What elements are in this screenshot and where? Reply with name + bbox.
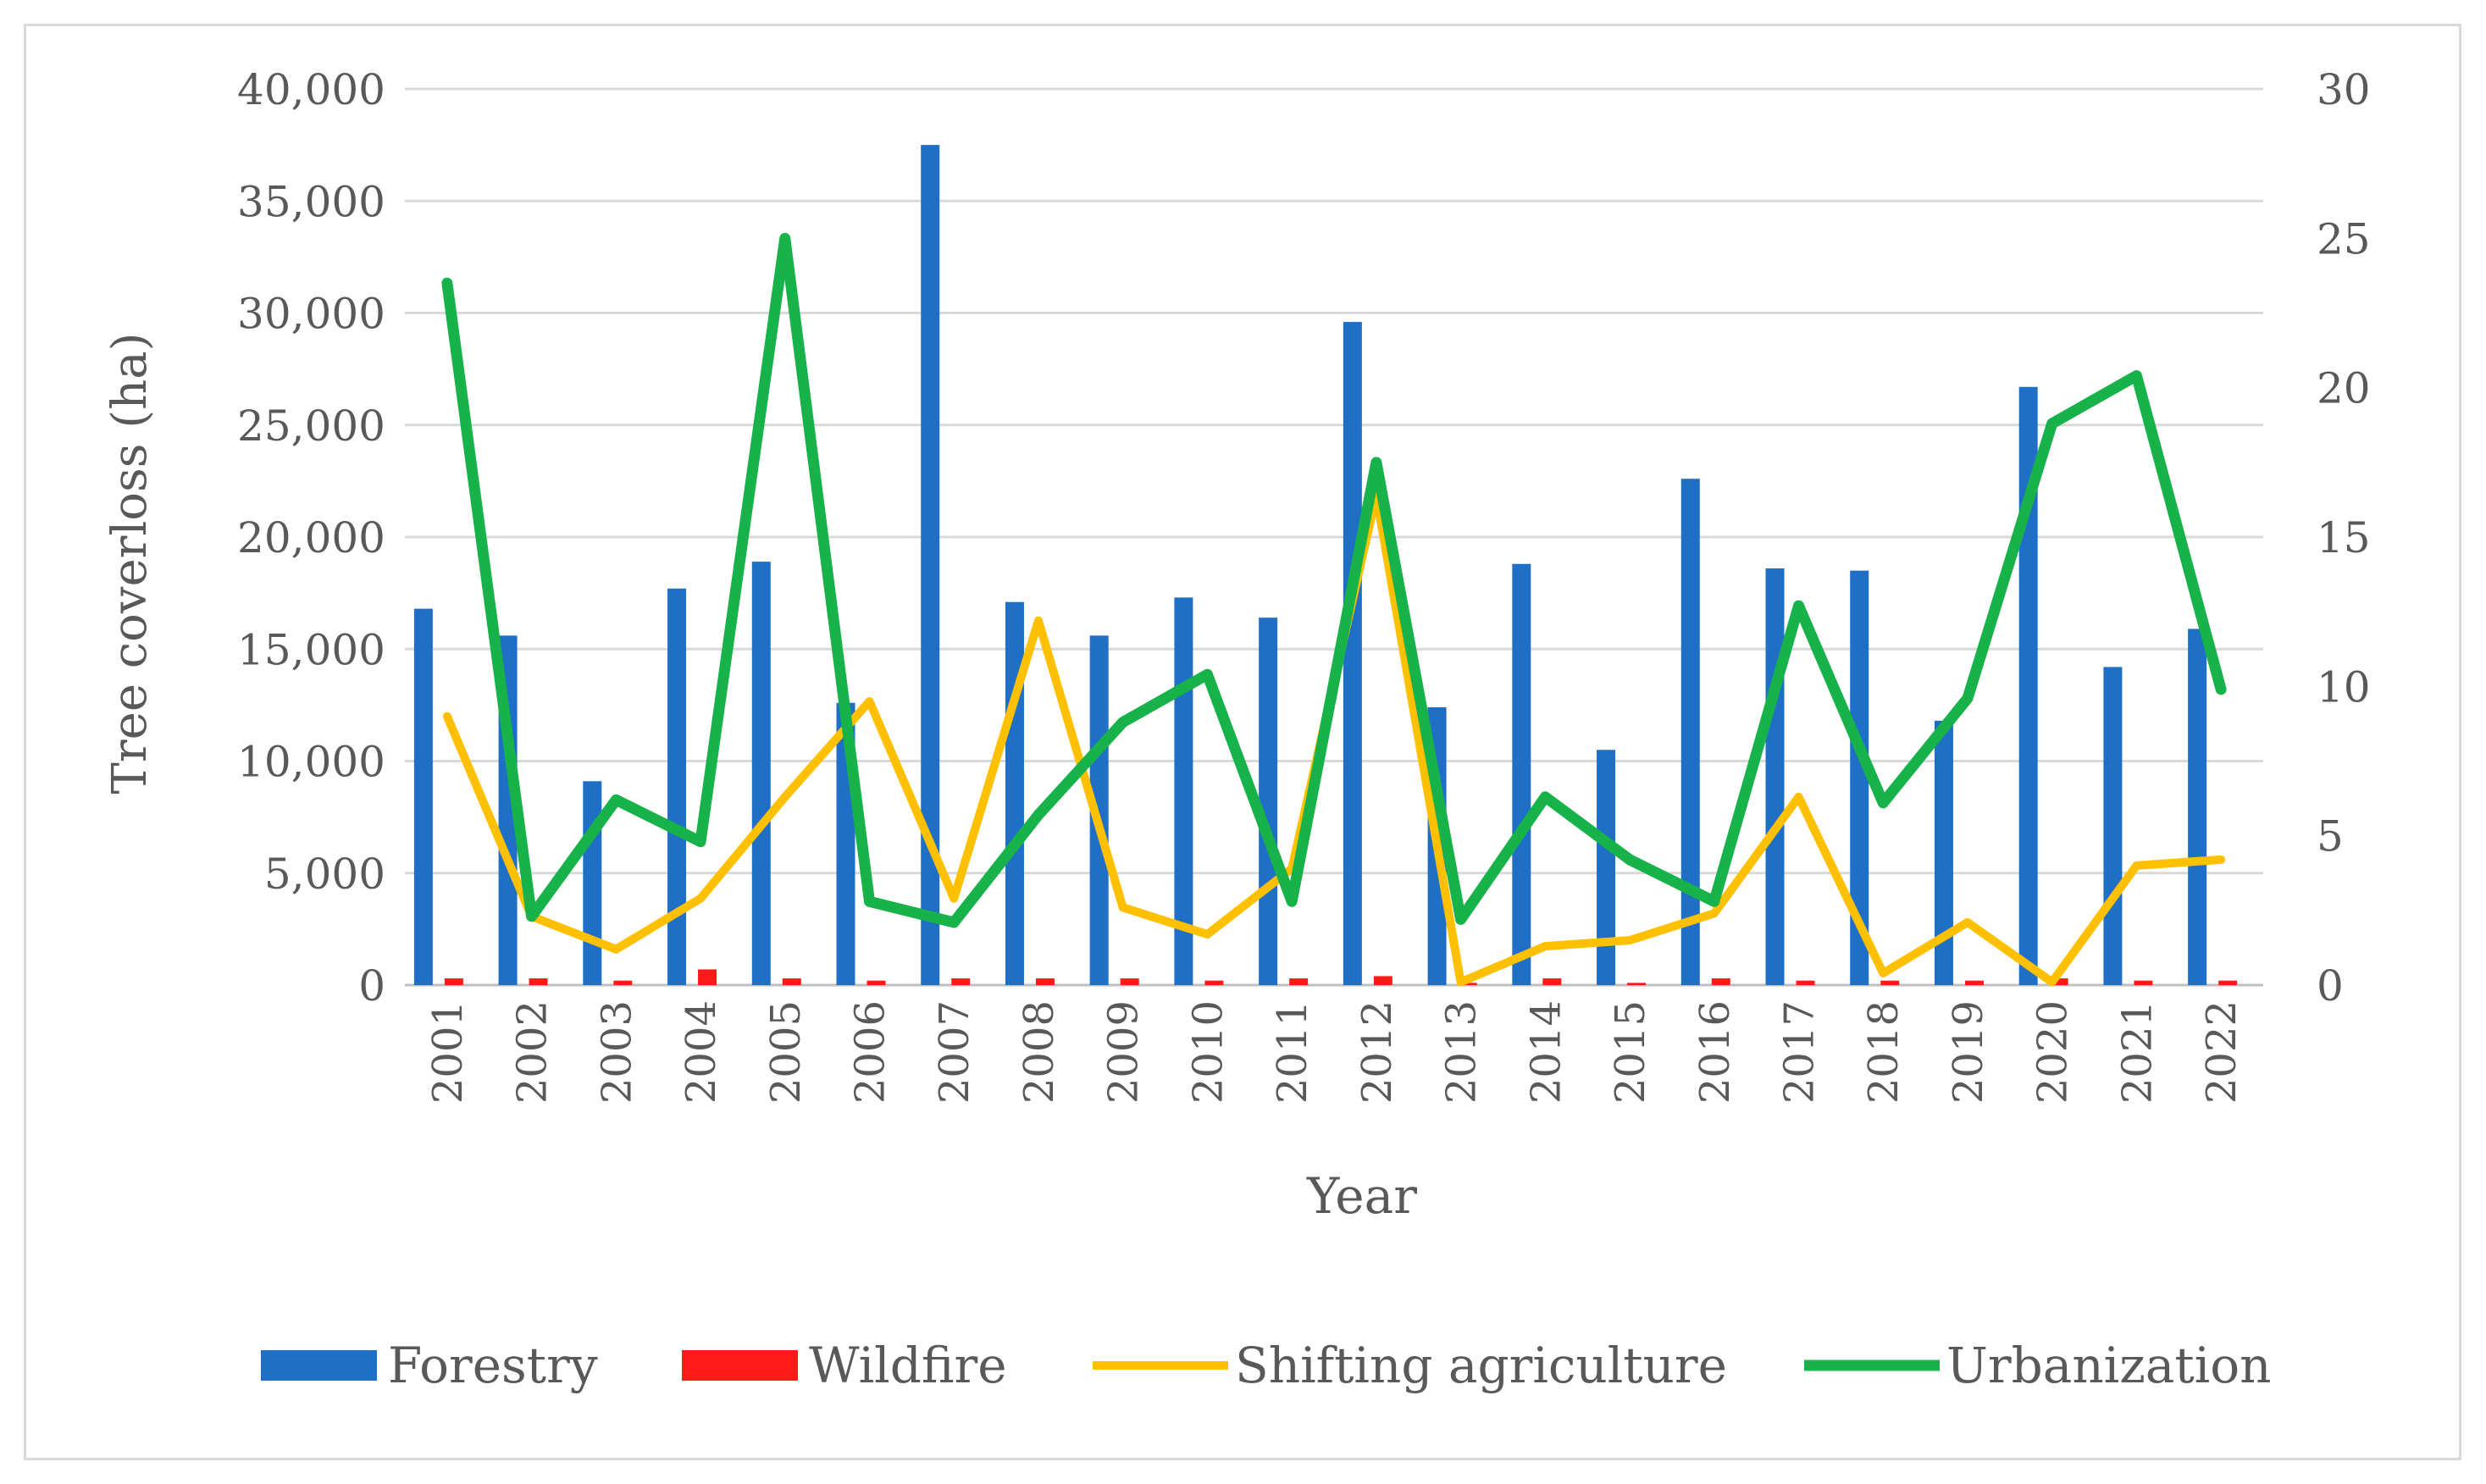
y2-tick-label: 20 [2317, 364, 2371, 413]
x-tick-label: 2002 [509, 1000, 556, 1104]
legend-label-forestry: Forestry [388, 1337, 598, 1394]
bar-wildfire [1120, 978, 1139, 985]
x-tick-label: 2017 [1776, 1000, 1824, 1104]
bar-wildfire [1458, 983, 1477, 985]
y-tick-label: 35,000 [237, 177, 385, 226]
bar-forestry [1259, 617, 1278, 985]
bar-wildfire [2218, 980, 2238, 985]
x-tick-label: 2007 [931, 1000, 978, 1104]
x-tick-label: 2005 [762, 1000, 810, 1104]
x-tick-label: 2022 [2198, 1000, 2245, 1104]
x-tick-label: 2006 [847, 1000, 894, 1104]
bar-forestry [1343, 322, 1362, 986]
y-axis-left-ticks: 0 5,000 10,000 15,000 20,000 25,000 30,000 35,0… [237, 65, 385, 1011]
y2-tick-label: 25 [2317, 214, 2371, 263]
x-tick-label: 2009 [1100, 1000, 1148, 1104]
bar-wildfire [1035, 978, 1055, 985]
y2-tick-label: 5 [2317, 812, 2344, 861]
x-tick-label: 2018 [1860, 1000, 1907, 1104]
bar-forestry [2188, 628, 2207, 985]
y-tick-label: 15,000 [237, 625, 385, 674]
bar-wildfire [1204, 980, 1224, 985]
bar-forestry [2103, 667, 2123, 985]
y2-tick-label: 0 [2317, 961, 2344, 1011]
bar-wildfire [1711, 978, 1730, 985]
y-tick-label: 20,000 [237, 513, 385, 562]
bar-forestry [751, 562, 771, 985]
bar-forestry [583, 781, 602, 985]
bar-forestry [1765, 568, 1785, 985]
y-axis-label: Tree coverloss (ha) [102, 333, 158, 795]
y-tick-label: 0 [358, 961, 385, 1011]
legend-label-urbanization: Urbanization [1946, 1337, 2272, 1394]
bar-wildfire [698, 969, 717, 985]
x-tick-label: 2021 [2113, 1000, 2161, 1104]
bar-wildfire [951, 978, 971, 985]
legend-label-wildfire: Wildfire [809, 1337, 1007, 1394]
bar-wildfire [529, 978, 548, 985]
x-tick-label: 2010 [1184, 1000, 1232, 1104]
bar-wildfire [867, 980, 886, 985]
bar-forestry [1934, 720, 1953, 985]
bar-forestry [667, 588, 687, 985]
bar-wildfire [1964, 980, 1984, 985]
bars [413, 145, 2238, 986]
x-tick-label: 2013 [1438, 1000, 1486, 1104]
y-tick-label: 10,000 [237, 738, 385, 787]
x-tick-label: 2001 [424, 1000, 472, 1104]
bar-wildfire [444, 978, 463, 985]
bar-wildfire [1289, 978, 1309, 985]
x-tick-label: 2016 [1691, 1000, 1739, 1104]
bar-wildfire [1542, 978, 1562, 985]
x-tick-label: 2008 [1016, 1000, 1063, 1104]
y2-tick-label: 15 [2317, 513, 2371, 562]
bar-forestry [1512, 563, 1531, 985]
y-tick-label: 5,000 [264, 850, 385, 899]
y-tick-label: 40,000 [237, 65, 385, 114]
bar-wildfire [1880, 980, 1900, 985]
lines [441, 232, 2227, 987]
x-tick-label: 2020 [2029, 1000, 2077, 1104]
x-tick-label: 2012 [1354, 1000, 1401, 1104]
y-tick-label: 25,000 [237, 401, 385, 451]
bar-wildfire [1373, 976, 1392, 985]
bar-wildfire [782, 978, 801, 985]
bar-forestry [1597, 750, 1616, 985]
y2-tick-label: 30 [2317, 65, 2371, 114]
y-axis-right-ticks: 0 5 10 15 20 25 30 [2317, 65, 2371, 1011]
bar-wildfire [1796, 980, 1815, 985]
bar-forestry [1005, 601, 1024, 985]
bar-forestry [1680, 479, 1700, 985]
y-tick-label: 30,000 [237, 290, 385, 339]
x-tick-label: 2014 [1522, 1000, 1570, 1104]
legend: Forestry Wildfire Shifting agriculture Urba… [261, 1337, 2272, 1394]
x-tick-label: 2011 [1269, 1000, 1316, 1104]
x-tick-label: 2003 [593, 1000, 640, 1104]
bar-forestry [1850, 570, 1869, 985]
bar-wildfire [613, 980, 633, 985]
line-urbanization [441, 232, 2227, 928]
legend-label-shifting-agriculture: Shifting agriculture [1235, 1337, 1727, 1394]
bar-wildfire [2049, 978, 2068, 985]
bar-forestry [1089, 635, 1109, 985]
bar-forestry [921, 145, 940, 985]
x-tick-label: 2004 [678, 1000, 725, 1104]
bar-wildfire [2134, 980, 2153, 985]
x-axis-ticks: 2001 2002 2003 2004 2005 2006 2007 2008 2009 2010… [424, 1000, 2245, 1104]
bar-forestry [413, 608, 433, 985]
x-tick-label: 2015 [1607, 1000, 1654, 1104]
legend-swatch-wildfire [682, 1350, 798, 1381]
bar-wildfire [1627, 983, 1647, 985]
x-axis-label: Year [1306, 1167, 1417, 1225]
legend-swatch-forestry [261, 1350, 377, 1381]
y2-tick-label: 10 [2317, 662, 2371, 712]
bar-forestry [2018, 386, 2038, 985]
x-tick-label: 2019 [1945, 1000, 1992, 1104]
